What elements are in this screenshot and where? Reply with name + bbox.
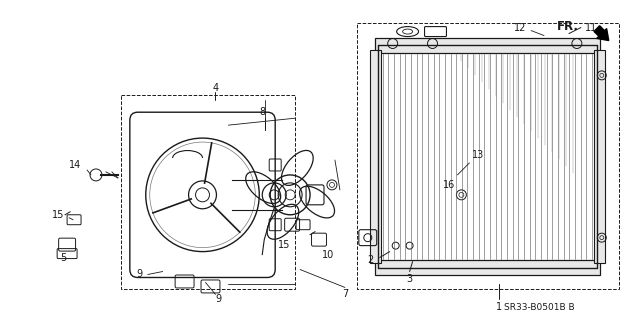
Text: 11: 11 xyxy=(585,23,597,33)
Text: 14: 14 xyxy=(68,160,81,170)
Bar xyxy=(594,50,605,263)
Bar xyxy=(375,260,600,276)
Text: 13: 13 xyxy=(472,150,484,160)
Text: 7: 7 xyxy=(342,289,348,300)
Text: 3: 3 xyxy=(406,274,413,285)
FancyArrow shape xyxy=(594,26,609,41)
Bar xyxy=(357,23,619,289)
Text: 10: 10 xyxy=(322,249,334,260)
Text: 1: 1 xyxy=(496,302,502,312)
Text: SR33-B0501B B: SR33-B0501B B xyxy=(504,303,574,312)
Text: 5: 5 xyxy=(60,253,67,263)
Bar xyxy=(375,38,600,54)
Bar xyxy=(370,50,381,263)
Text: 9: 9 xyxy=(216,294,221,304)
Text: 12: 12 xyxy=(514,23,526,33)
Text: 2: 2 xyxy=(367,255,374,264)
Text: 15: 15 xyxy=(278,240,290,250)
Text: 9: 9 xyxy=(137,270,143,279)
Text: 15: 15 xyxy=(52,210,64,220)
Bar xyxy=(121,95,295,289)
Text: 16: 16 xyxy=(443,180,456,190)
Text: 8: 8 xyxy=(259,107,266,117)
Text: FR.: FR. xyxy=(557,20,579,33)
Text: 4: 4 xyxy=(212,83,218,93)
